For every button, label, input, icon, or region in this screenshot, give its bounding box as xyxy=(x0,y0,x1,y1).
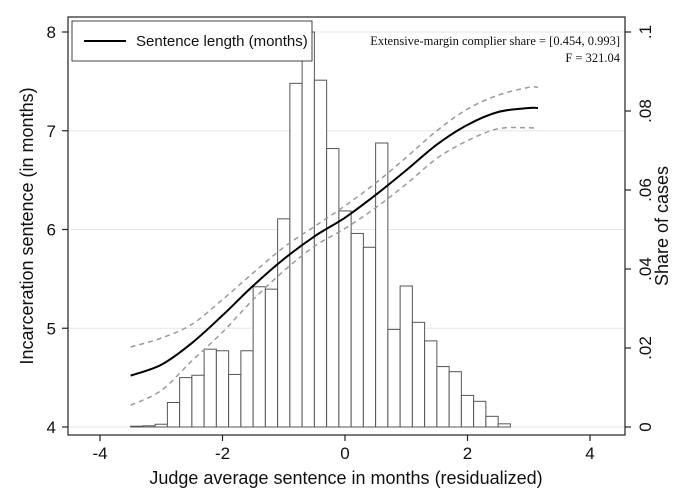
x-tick-label: -2 xyxy=(215,444,230,463)
histogram-bar xyxy=(424,340,438,428)
histogram-bar xyxy=(448,371,462,428)
x-axis-title: Judge average sentence in months (residu… xyxy=(149,468,542,488)
x-tick-label: 2 xyxy=(463,444,472,463)
histogram-bar xyxy=(436,366,450,428)
histogram-bar xyxy=(497,423,511,428)
legend: Sentence length (months) xyxy=(71,20,313,62)
histogram-bar xyxy=(179,377,193,428)
histogram-bar xyxy=(350,232,364,428)
histogram-bar xyxy=(460,394,475,428)
confidence-band-line xyxy=(130,85,539,348)
y-left-tick-label: 5 xyxy=(47,319,56,338)
histogram-bar xyxy=(387,328,401,428)
y-right-tick-label: .04 xyxy=(636,257,655,281)
histogram-bar xyxy=(203,348,217,428)
histogram-bar xyxy=(473,400,487,428)
series-lines xyxy=(130,85,539,406)
histogram-bar xyxy=(252,286,266,428)
sentence-length-line xyxy=(130,106,538,377)
histogram-bar xyxy=(362,246,377,428)
x-tick-label: -4 xyxy=(92,444,107,463)
confidence-band-line xyxy=(130,126,539,406)
plot-frame xyxy=(67,16,626,436)
y-right-axis-title: Share of cases xyxy=(652,166,672,286)
annotation-f-stat: F = 321.04 xyxy=(565,51,620,65)
histogram-bar xyxy=(485,415,499,428)
histogram-bar xyxy=(228,373,242,428)
histogram-bar xyxy=(313,79,328,428)
x-tick-label: 0 xyxy=(340,444,349,463)
histogram-bar xyxy=(326,148,340,428)
y-right-tick-label: 0 xyxy=(636,422,655,431)
y-left-axis-title: Incarceration sentence (in months) xyxy=(17,87,37,364)
histogram-bar xyxy=(264,288,279,428)
histogram-bar xyxy=(338,210,352,428)
y-left-tick-label: 6 xyxy=(47,221,56,240)
histogram-bar xyxy=(215,350,230,428)
y-right-tick-label: .1 xyxy=(636,25,655,39)
histogram-bar xyxy=(375,142,389,428)
annotation-complier-share: Extensive-margin complier share = [0.454… xyxy=(370,34,620,48)
histogram-bar xyxy=(399,285,413,428)
histogram-bars xyxy=(130,31,511,428)
histogram-bar xyxy=(191,374,205,428)
histogram-bar xyxy=(289,82,303,428)
y-left-tick-label: 4 xyxy=(47,418,56,437)
x-tick-label: 4 xyxy=(585,444,594,463)
legend-box xyxy=(71,20,313,62)
y-left-tick-label: 8 xyxy=(47,23,56,42)
histogram-bar xyxy=(301,31,315,428)
y-right-tick-label: .08 xyxy=(636,99,655,123)
axes: -4 -2 0 2 4 4 5 6 7 8 0 .02 .04 .06 .08 .1 xyxy=(47,23,655,463)
y-right-tick-label: .02 xyxy=(636,336,655,360)
histogram-bar xyxy=(411,321,426,428)
histogram-bar xyxy=(240,350,254,428)
y-right-tick-label: .06 xyxy=(636,178,655,202)
histogram-bar xyxy=(154,423,168,428)
legend-label: Sentence length (months) xyxy=(136,33,308,50)
y-left-tick-label: 7 xyxy=(47,122,56,141)
histogram-bar xyxy=(142,425,156,428)
histogram-bar xyxy=(130,425,144,428)
histogram-bar xyxy=(166,402,181,428)
